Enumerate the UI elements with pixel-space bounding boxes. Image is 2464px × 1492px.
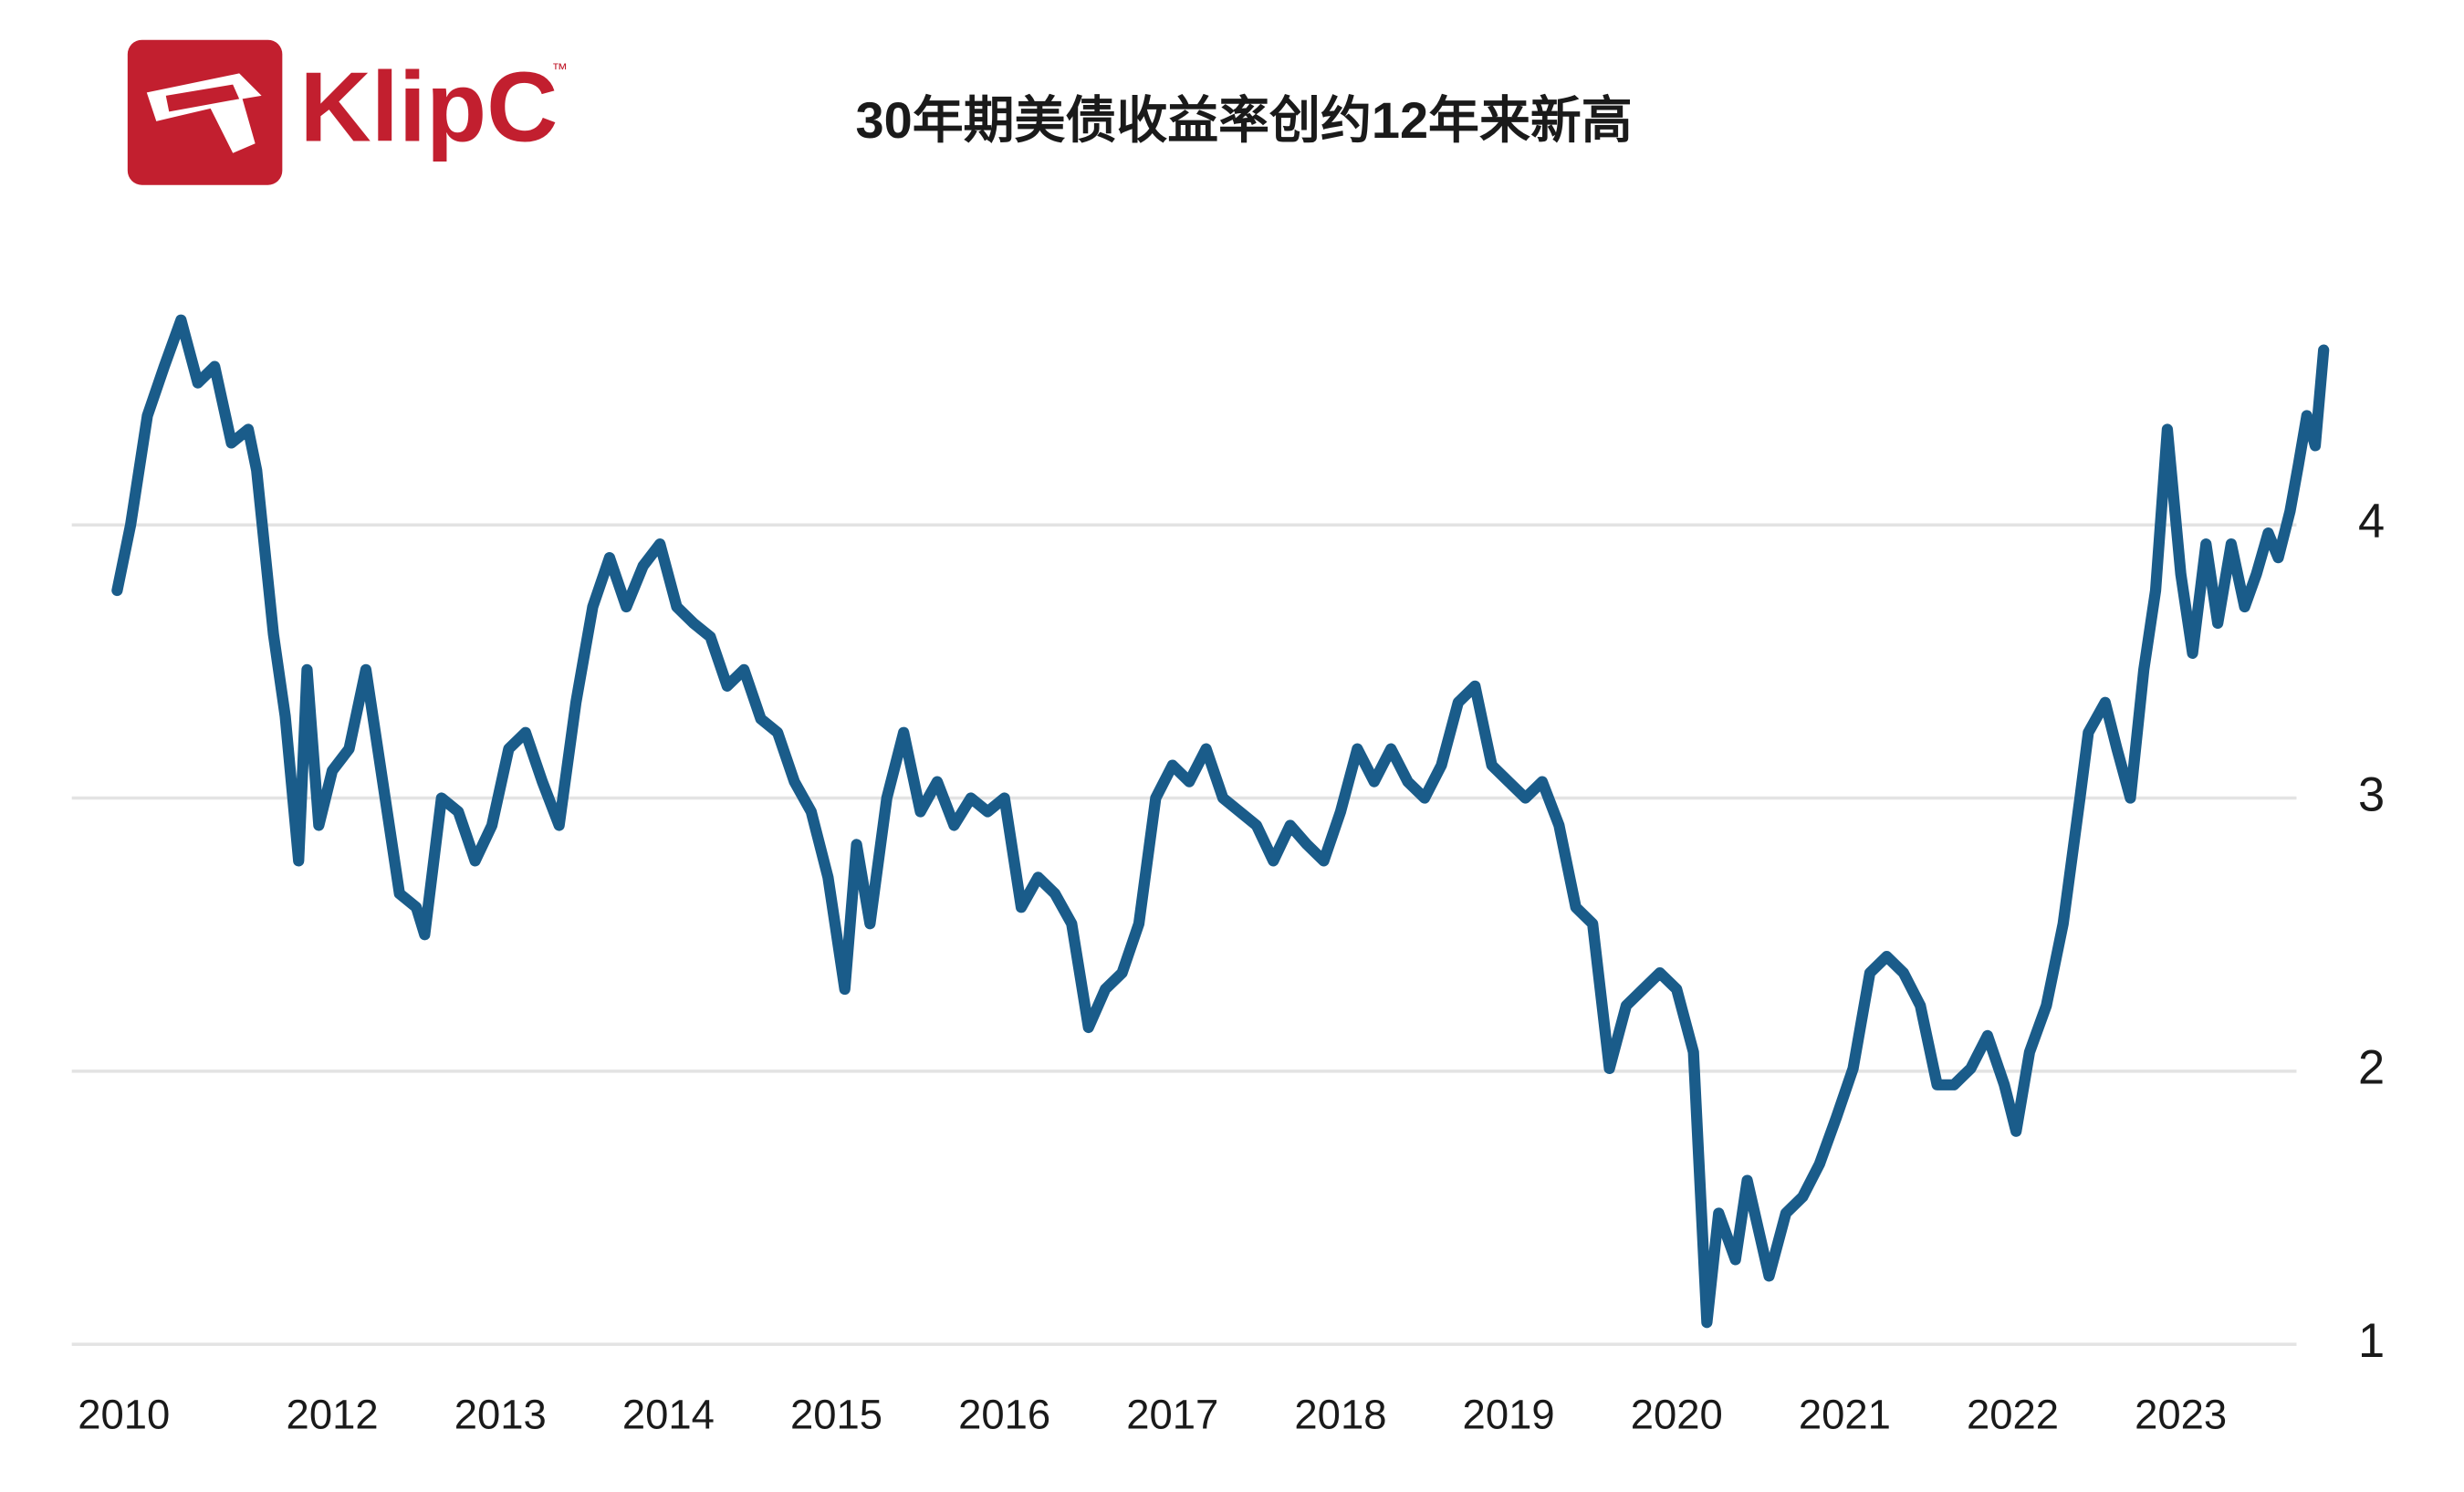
y-tick-label: 4 [2358,496,2385,548]
x-tick-label: 2019 [1463,1392,1555,1438]
x-tick-label: 2021 [1799,1392,1891,1438]
x-tick-label: 2010 [78,1392,170,1438]
x-tick-label: 2023 [2135,1392,2227,1438]
x-tick-label: 2022 [1967,1392,2059,1438]
data-line [111,314,2330,1329]
x-tick-label: 2012 [287,1392,379,1438]
logo-trademark: ™ [552,60,568,78]
logo-text: KlipC [300,51,559,162]
logo: KlipC ™ [127,39,568,185]
y-tick-label: 1 [2358,1315,2385,1368]
logo-badge [127,39,283,185]
x-tick-label: 2013 [454,1392,547,1438]
logo-icon-cut [165,84,240,112]
x-tick-label: 2018 [1294,1392,1386,1438]
chart-title: 30年期美债收益率创约12年来新高 [856,91,1633,149]
x-tick-label: 2020 [1631,1392,1723,1438]
x-tick-label: 2015 [790,1392,882,1438]
x-tick-label: 2016 [958,1392,1050,1438]
x-tick-label: 2014 [622,1392,715,1438]
y-tick-label: 2 [2358,1042,2385,1095]
x-tick-label: 2017 [1126,1392,1218,1438]
y-tick-label: 3 [2358,768,2385,821]
